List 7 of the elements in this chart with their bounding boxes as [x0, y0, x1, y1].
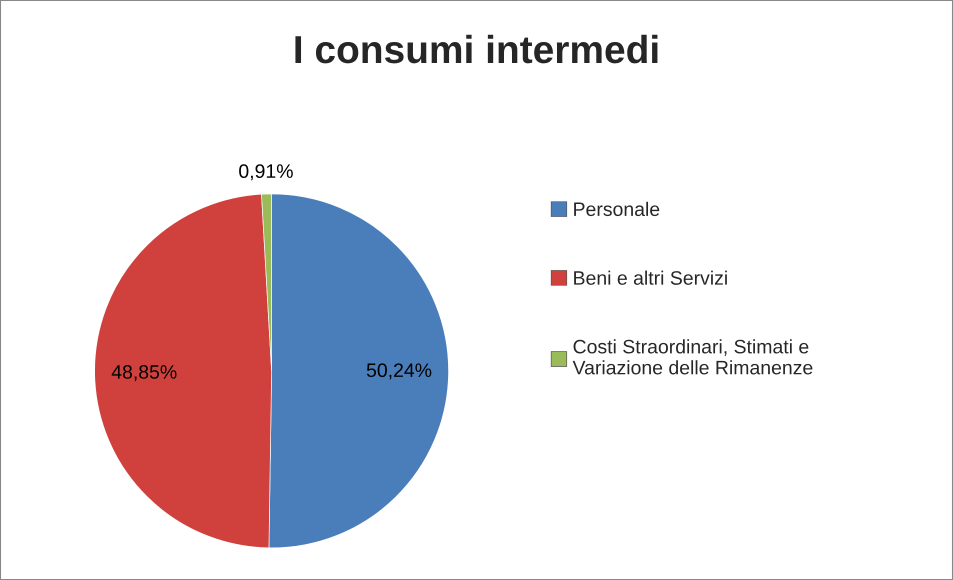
legend-label: Costi Straordinari, Stimati e Variazione delle Rimanenze [572, 339, 812, 374]
data-label: 50,24% [366, 363, 432, 380]
data-label: 0,91% [239, 164, 293, 180]
legend-label: Beni e altri Servizi [574, 270, 727, 285]
legend-label: Personale [574, 202, 660, 216]
chart-title: I consumi intermedi [295, 34, 658, 64]
data-label: 48,85% [112, 365, 176, 382]
